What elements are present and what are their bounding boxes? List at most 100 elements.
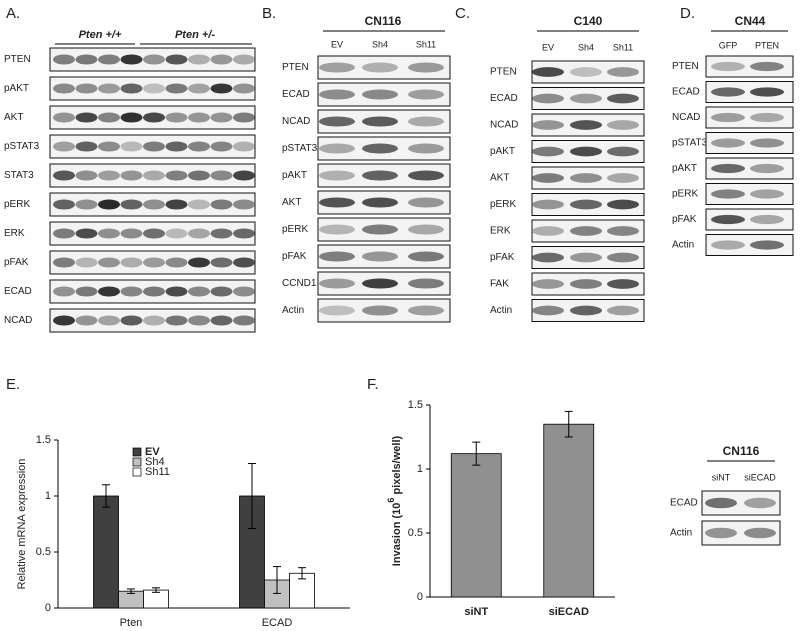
band bbox=[120, 199, 143, 210]
row-label: pAKT bbox=[672, 163, 697, 174]
row-label: PTEN bbox=[672, 61, 699, 72]
band bbox=[711, 163, 745, 174]
band bbox=[233, 141, 255, 152]
lane-label: Sh4 bbox=[372, 39, 388, 49]
band bbox=[188, 54, 210, 65]
blot-box bbox=[705, 132, 794, 154]
band bbox=[408, 305, 444, 316]
legend-label: Sh11 bbox=[145, 466, 170, 478]
band bbox=[210, 228, 233, 239]
band bbox=[607, 279, 639, 289]
blot-box bbox=[705, 208, 794, 231]
blot-box bbox=[705, 234, 794, 256]
band bbox=[319, 143, 355, 154]
band bbox=[143, 112, 165, 123]
band bbox=[210, 199, 233, 210]
band bbox=[532, 120, 564, 130]
band bbox=[408, 278, 444, 289]
band bbox=[319, 197, 355, 208]
band bbox=[75, 83, 98, 94]
lane-label: EV bbox=[542, 42, 554, 52]
group-label: Pten +/+ bbox=[79, 29, 122, 41]
band bbox=[143, 83, 165, 94]
band bbox=[143, 286, 165, 297]
band bbox=[143, 170, 165, 181]
band bbox=[607, 199, 639, 210]
lane-label: EV bbox=[331, 39, 343, 49]
bar bbox=[93, 495, 119, 609]
band bbox=[53, 315, 75, 326]
band bbox=[120, 170, 143, 181]
blot-box bbox=[705, 81, 794, 103]
legend-swatch bbox=[132, 447, 142, 457]
band bbox=[570, 252, 602, 263]
blot-box bbox=[705, 183, 794, 205]
band bbox=[532, 226, 564, 236]
band bbox=[188, 315, 210, 326]
band bbox=[210, 54, 233, 65]
band bbox=[120, 83, 143, 94]
band bbox=[570, 305, 602, 316]
panel-label: B. bbox=[262, 5, 276, 22]
band bbox=[188, 83, 210, 94]
band bbox=[188, 257, 210, 268]
legend-label: Sh4 bbox=[145, 456, 165, 468]
row-label: pERK bbox=[4, 199, 30, 210]
band bbox=[607, 120, 639, 130]
band bbox=[362, 305, 398, 316]
row-label: ECAD bbox=[672, 87, 700, 98]
band bbox=[165, 83, 188, 94]
x-tick-label: siNT bbox=[464, 606, 488, 618]
band bbox=[98, 54, 120, 65]
row-label: PTEN bbox=[282, 62, 309, 73]
row-label: STAT3 bbox=[4, 170, 34, 181]
band bbox=[532, 305, 564, 316]
band bbox=[408, 224, 444, 235]
band bbox=[98, 257, 120, 268]
row-label: pFAK bbox=[282, 251, 307, 262]
band bbox=[711, 240, 745, 250]
y-tick-label: 0.5 bbox=[408, 527, 423, 539]
band bbox=[98, 228, 120, 239]
band bbox=[362, 89, 398, 100]
row-label: ERK bbox=[4, 228, 25, 239]
x-tick-label: ECAD bbox=[262, 617, 293, 629]
band bbox=[98, 170, 120, 181]
y-tick-label: 1.5 bbox=[408, 399, 423, 411]
band bbox=[165, 257, 188, 268]
row-label: pERK bbox=[282, 224, 308, 235]
band bbox=[532, 199, 564, 210]
y-tick-label: 1 bbox=[45, 490, 51, 502]
band bbox=[570, 146, 602, 157]
band bbox=[362, 170, 398, 181]
row-label: pFAK bbox=[4, 257, 29, 268]
row-label: PTEN bbox=[4, 54, 31, 65]
row-label: ERK bbox=[490, 226, 511, 237]
row-label: pERK bbox=[490, 199, 516, 210]
band bbox=[75, 257, 98, 268]
band bbox=[210, 315, 233, 326]
band bbox=[75, 54, 98, 65]
band bbox=[532, 67, 564, 77]
band bbox=[98, 83, 120, 94]
band bbox=[607, 173, 639, 183]
band bbox=[362, 62, 398, 73]
band bbox=[210, 112, 233, 123]
row-label: ECAD bbox=[670, 498, 698, 509]
band bbox=[233, 199, 255, 210]
row-label: pFAK bbox=[490, 252, 515, 263]
blot-title: CN116 bbox=[723, 444, 760, 458]
row-label: NCAD bbox=[4, 315, 32, 326]
band bbox=[408, 143, 444, 154]
row-label: ECAD bbox=[282, 89, 310, 100]
band bbox=[233, 315, 255, 326]
band bbox=[53, 83, 75, 94]
band bbox=[532, 252, 564, 263]
lane-label: GFP bbox=[719, 40, 738, 50]
lane-label: siECAD bbox=[744, 472, 776, 482]
band bbox=[607, 226, 639, 236]
band bbox=[319, 116, 355, 127]
band bbox=[188, 112, 210, 123]
row-label: pSTAT3 bbox=[4, 141, 40, 152]
